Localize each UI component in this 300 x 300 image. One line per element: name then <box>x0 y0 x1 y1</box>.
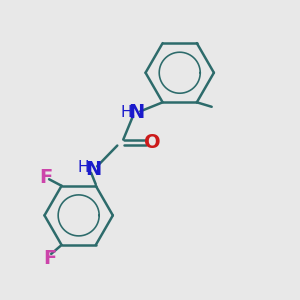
Text: O: O <box>144 133 161 152</box>
Text: F: F <box>43 249 56 268</box>
Text: N: N <box>85 160 102 179</box>
Text: N: N <box>128 103 145 122</box>
Text: H: H <box>121 105 132 120</box>
Text: H: H <box>77 160 89 175</box>
Text: F: F <box>40 168 53 187</box>
